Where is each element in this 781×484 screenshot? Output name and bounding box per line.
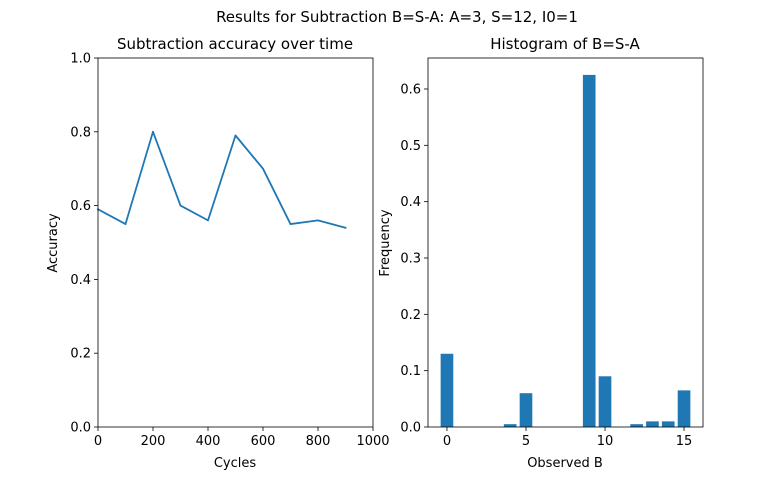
histogram-xtick-label: 15	[676, 434, 693, 449]
histogram-ytick-label: 0.0	[400, 421, 421, 436]
histogram-ytick-label: 0.1	[400, 364, 421, 379]
histogram-frame	[427, 57, 704, 428]
histogram-ytick-label: 0.3	[400, 251, 421, 266]
accuracy-data-point	[207, 219, 209, 222]
histogram-bar	[582, 74, 596, 428]
line-chart-xtick-label: 1000	[356, 434, 389, 449]
histogram-xtick-label: 10	[597, 434, 614, 449]
line-chart-xtick-label: 200	[141, 434, 166, 449]
histogram-bar	[661, 421, 675, 427]
histogram-bar	[519, 393, 533, 427]
histogram-xlabel: Observed B	[527, 456, 603, 471]
accuracy-data-point	[234, 134, 237, 137]
line-chart-xlabel: Cycles	[214, 456, 257, 471]
histogram-bar	[630, 424, 643, 427]
accuracy-data-point	[124, 223, 127, 225]
accuracy-line-subplot: Subtraction accuracy over time Cycles Ac…	[46, 35, 390, 471]
histogram-ytick-label: 0.4	[400, 195, 421, 210]
figure-suptitle: Results for Subtraction B=S-A: A=3, S=12…	[216, 8, 578, 26]
histogram-xtick-label: 0	[443, 434, 451, 449]
line-chart-ytick-label: 0.0	[70, 421, 91, 436]
accuracy-data-point	[289, 223, 292, 225]
line-chart-ytick-label: 0.8	[70, 125, 91, 140]
histogram-bar	[440, 353, 454, 427]
accuracy-data-point	[179, 204, 182, 207]
histogram-ylabel: Frequency	[378, 209, 393, 276]
histogram-ytick-label: 0.5	[400, 139, 421, 154]
line-chart-ytick-label: 0.6	[70, 199, 91, 214]
line-chart-ytick-label: 1.0	[70, 52, 91, 67]
line-chart-ytick-label: 0.2	[70, 347, 91, 362]
histogram-bar	[677, 390, 691, 427]
line-chart-title: Subtraction accuracy over time	[117, 35, 353, 53]
histogram-ytick-label: 0.6	[400, 82, 421, 97]
accuracy-series-line	[96, 130, 347, 229]
line-chart-xtick-label: 600	[251, 434, 276, 449]
line-chart-xtick-label: 800	[306, 434, 331, 449]
accuracy-data-point	[262, 167, 264, 170]
line-chart-frame	[97, 57, 374, 428]
histogram-xtick-label: 5	[522, 434, 530, 449]
line-chart-ytick-label: 0.4	[70, 273, 91, 288]
histogram-title: Histogram of B=S-A	[490, 35, 640, 53]
histogram-subplot: Histogram of B=S-A Observed B Frequency …	[378, 35, 704, 471]
line-chart-ylabel: Accuracy	[46, 213, 61, 273]
histogram-bar	[503, 424, 517, 427]
histogram-bar	[598, 376, 612, 427]
accuracy-data-point	[317, 219, 319, 222]
histogram-ytick-label: 0.2	[400, 308, 421, 323]
histogram-bar	[646, 421, 659, 427]
line-chart-xtick-label: 400	[196, 434, 221, 449]
accuracy-data-point	[152, 130, 154, 133]
line-chart-xtick-label: 0	[94, 434, 102, 449]
accuracy-data-point	[344, 226, 347, 229]
